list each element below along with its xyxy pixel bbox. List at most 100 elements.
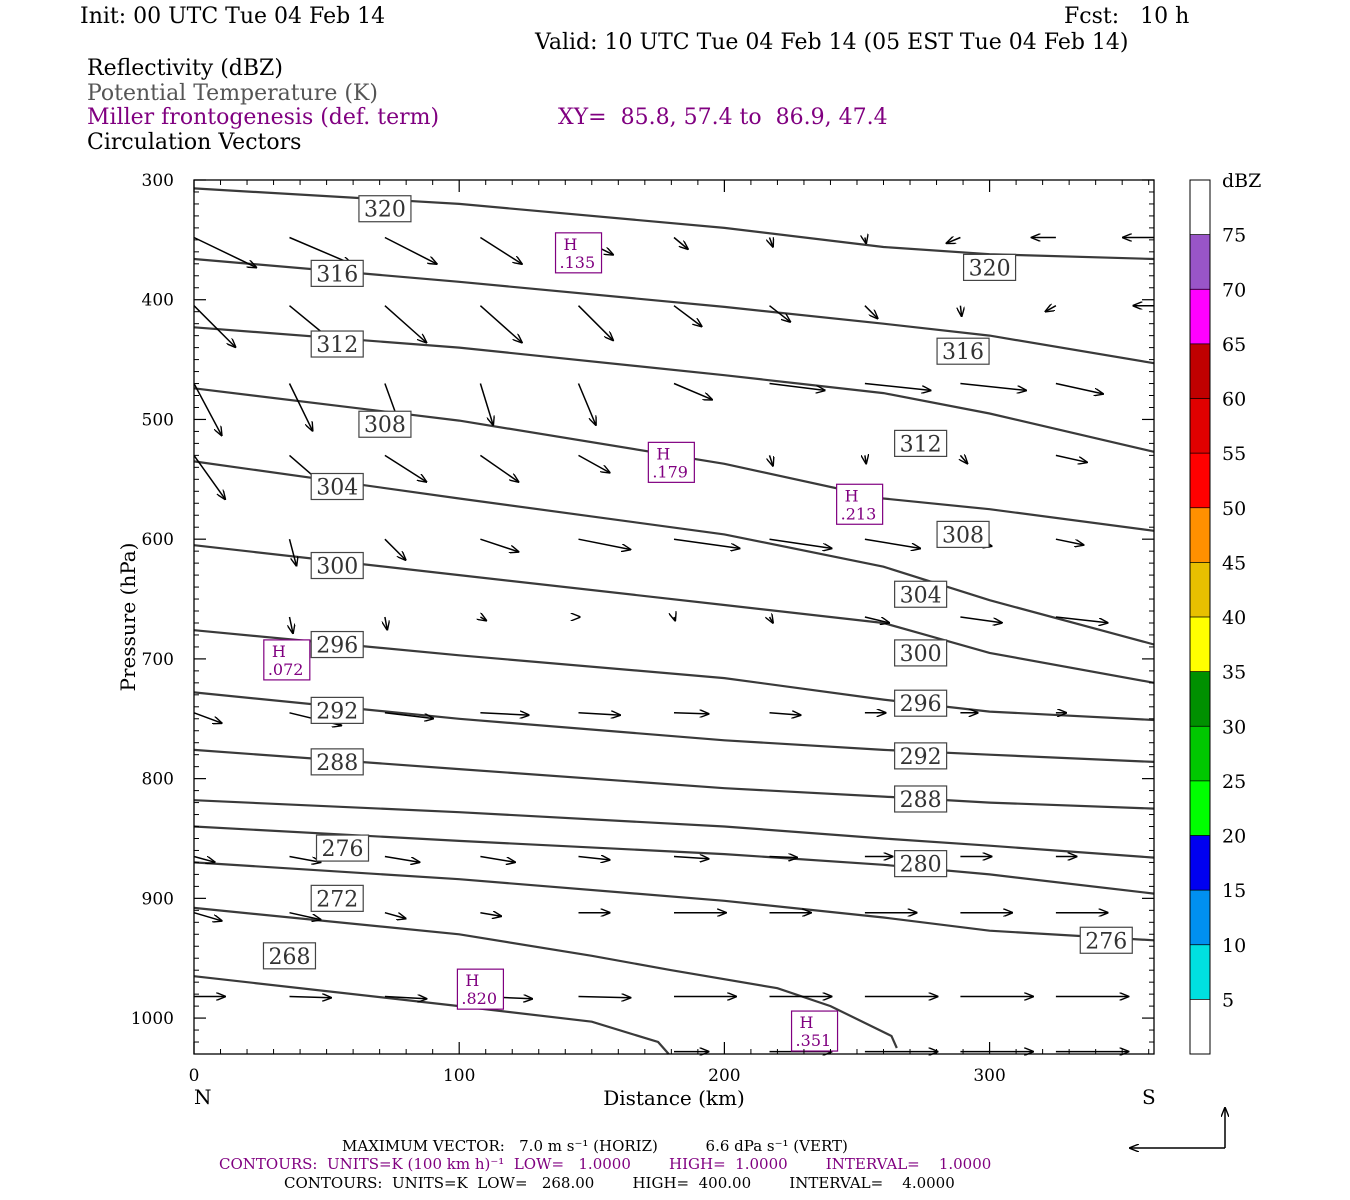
contour-label-text: 304	[316, 475, 358, 500]
contour-label-304: 304	[310, 472, 364, 500]
circulation-vector	[673, 305, 702, 327]
frontogenesis-max-letter: H	[845, 486, 859, 505]
contour-label-text: 320	[969, 256, 1011, 281]
frontogenesis-max-box	[263, 639, 311, 681]
circulation-vector	[578, 713, 620, 715]
contour-label-308: 308	[358, 410, 412, 438]
circulation-vector	[385, 616, 387, 630]
circulation-vector	[480, 538, 518, 552]
theta-contours	[193, 187, 1155, 1055]
circulation-vector	[384, 454, 426, 481]
x-tick-label: 0	[189, 1066, 200, 1086]
contour-label-box	[315, 834, 370, 862]
contour-label-276: 276	[315, 834, 370, 862]
circulation-vector	[960, 616, 1001, 623]
circulation-vector	[384, 305, 426, 343]
theta-contour-312	[193, 326, 1155, 453]
frontogenesis-max-label: H.351	[790, 1010, 839, 1052]
circulation-vector	[289, 855, 321, 863]
contour-label-text: 276	[322, 837, 364, 862]
contour-label-312: 312	[310, 330, 364, 358]
colorbar-segment	[1190, 398, 1210, 454]
contour-label-320: 320	[962, 253, 1017, 281]
contour-label-288: 288	[894, 785, 948, 813]
y-tick-label: 500	[142, 410, 174, 430]
circulation-vector	[770, 617, 773, 623]
frontogenesis-max-letter: H	[800, 1013, 814, 1032]
circulation-vector	[288, 539, 297, 565]
contour-label-box	[310, 884, 364, 912]
contour-label-box	[936, 337, 990, 365]
circulation-vector	[193, 305, 235, 347]
theta-contour-308	[193, 387, 1155, 532]
theta-contour-300	[193, 544, 1155, 684]
contour-label-296: 296	[310, 630, 364, 659]
contour-label-text: 316	[942, 340, 984, 365]
colorbar-label: 35	[1222, 662, 1246, 684]
circulation-vector	[769, 857, 798, 858]
colorbar-label: 45	[1222, 552, 1246, 574]
frontogenesis-max-value: .213	[841, 504, 877, 523]
circulation-vector	[1055, 616, 1108, 623]
frontogenesis-max-value: .820	[461, 989, 497, 1008]
theta-contour-320	[193, 187, 1155, 261]
contour-label-292: 292	[310, 696, 364, 724]
max-vector-note: MAXIMUM VECTOR: 7.0 m s⁻¹ (HORIZ) 6.6 dP…	[342, 1137, 848, 1155]
colorbar-segment	[1190, 180, 1210, 235]
circulation-vector	[480, 617, 486, 621]
colorbar-label: 50	[1222, 498, 1246, 520]
colorbar-segment	[1190, 343, 1210, 399]
theta-contour-292	[193, 691, 1155, 763]
y-tick-label: 400	[142, 291, 174, 311]
contour-label-text: 296	[316, 634, 358, 659]
contour-label-text: 308	[364, 413, 406, 438]
frontogenesis-max-label: H.135	[554, 232, 603, 274]
field-circulation-vectors: Circulation Vectors	[87, 130, 302, 155]
contour-label-box	[894, 639, 948, 667]
contour-label-text: 276	[1085, 929, 1127, 954]
contour-label-text: 292	[316, 699, 358, 724]
circulation-vector	[960, 455, 967, 463]
colorbar-label: 40	[1222, 607, 1246, 629]
valid-time: Valid: 10 UTC Tue 04 Feb 14 (05 EST Tue …	[535, 30, 1129, 55]
contour-label-text: 280	[900, 853, 942, 878]
circulation-vector	[864, 382, 931, 391]
circulation-vector	[384, 712, 433, 719]
contour-label-272: 272	[310, 884, 364, 912]
theta-contour-272	[193, 906, 898, 1049]
contour-label-text: 272	[316, 887, 358, 912]
theta-contour-296	[193, 629, 1155, 722]
circulation-vector	[480, 855, 515, 863]
circulation-vector	[1055, 382, 1103, 394]
circulation-vector	[578, 857, 610, 860]
circulation-vector	[384, 538, 406, 560]
reference-vector-icon	[1130, 1108, 1225, 1148]
contour-label-box	[310, 630, 364, 659]
colorbar-segment	[1190, 562, 1210, 617]
colorbar-frame	[1189, 179, 1211, 1055]
contour-label-268: 268	[262, 942, 317, 970]
x-tick-label: 300	[973, 1066, 1005, 1086]
frontogenesis-max-box	[554, 232, 603, 274]
circulation-vector	[770, 455, 773, 465]
circulation-vector	[479, 305, 521, 343]
frontogenesis-max-letter: H	[656, 444, 670, 463]
contour-label-box	[894, 742, 948, 770]
contour-label-text: 300	[900, 642, 942, 667]
contour-label-288: 288	[310, 748, 364, 776]
contour-label-text: 304	[900, 583, 942, 608]
colorbar-segment	[1190, 999, 1210, 1054]
circulation-vector	[577, 383, 596, 425]
colorbar-label: 15	[1222, 880, 1246, 902]
circulation-vector	[770, 238, 773, 247]
frontogenesis-contour-note: CONTOURS: UNITS=K (100 km h)⁻¹ LOW= 1.00…	[219, 1155, 992, 1173]
contour-label-box	[310, 551, 364, 580]
theta-contour-note: CONTOURS: UNITS=K LOW= 268.00 HIGH= 400.…	[284, 1174, 955, 1192]
contour-label-320: 320	[358, 195, 412, 223]
circulation-vector	[1055, 538, 1084, 545]
y-tick-label: 1000	[131, 1009, 174, 1029]
circulation-vector	[864, 305, 878, 319]
circulation-vector	[480, 713, 528, 715]
colorbar-segment	[1190, 780, 1210, 836]
